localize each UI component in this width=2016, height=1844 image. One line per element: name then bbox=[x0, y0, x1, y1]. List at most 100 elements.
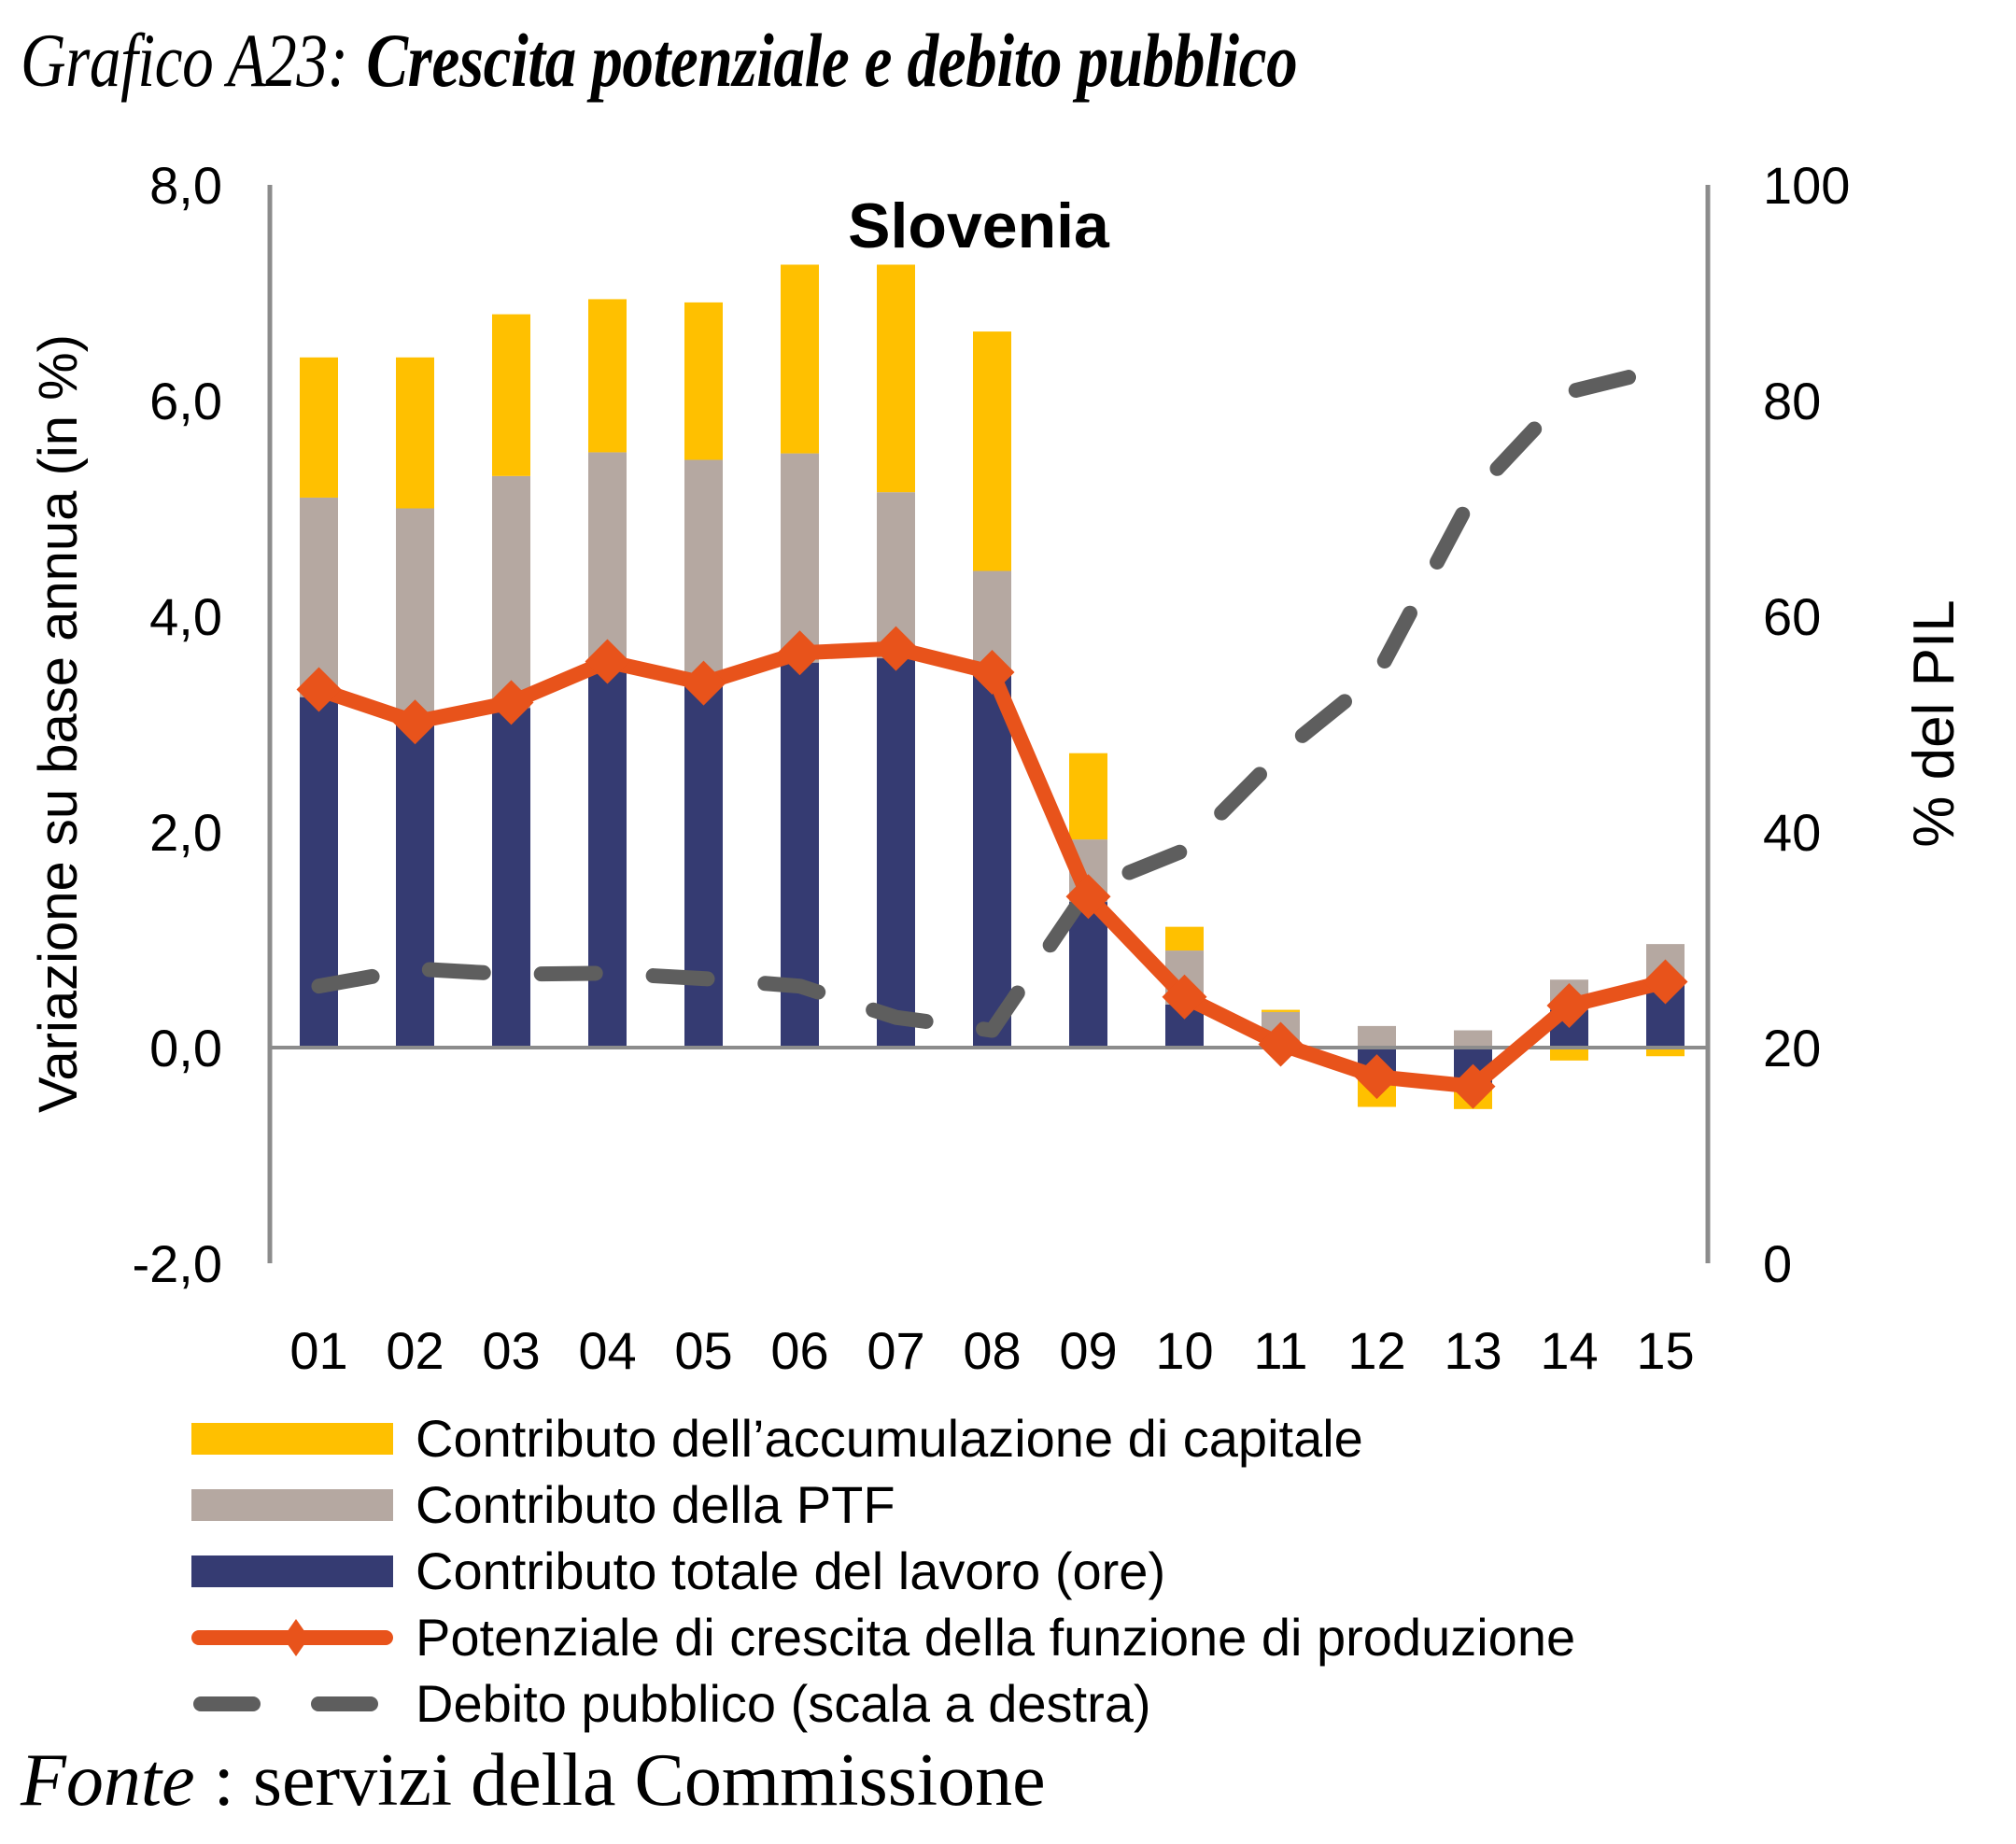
source-lead: Fonte bbox=[21, 1739, 195, 1822]
potential-growth-marker bbox=[777, 630, 823, 676]
bar-segment-tfp bbox=[492, 475, 530, 709]
legend-item: Debito pubblico (scala a destra) bbox=[191, 1670, 1575, 1737]
bar-segment-labour bbox=[396, 724, 434, 1048]
bar-segment-tfp bbox=[588, 452, 627, 670]
legend-label: Potenziale di crescita della funzione di… bbox=[416, 1607, 1576, 1667]
legend-label: Contributo dell’accumulazione di capital… bbox=[416, 1408, 1363, 1468]
potential-growth-marker bbox=[969, 650, 1015, 696]
legend-swatch-tfp bbox=[191, 1488, 393, 1521]
bar-segment-capital bbox=[1550, 1048, 1588, 1061]
bar-segment-tfp bbox=[396, 508, 434, 725]
bar-segment-capital bbox=[396, 357, 434, 509]
x-tick-label: 11 bbox=[1253, 1321, 1307, 1380]
y-tick-label: 6,0 bbox=[149, 372, 222, 430]
x-tick-label: 03 bbox=[482, 1321, 540, 1380]
bar-segment-capital bbox=[781, 264, 819, 454]
potential-growth-marker bbox=[296, 667, 342, 712]
source-text: : servizi della Commissione bbox=[194, 1739, 1046, 1822]
y2-tick-label: 100 bbox=[1763, 156, 1850, 215]
bar-segment-labour bbox=[1069, 902, 1107, 1048]
left-tick-labels: 8,0 6,0 4,0 2,0 0,0 -2,0 bbox=[133, 156, 223, 1293]
x-tick-label: 09 bbox=[1059, 1321, 1117, 1380]
potential-growth-marker bbox=[1354, 1054, 1400, 1100]
x-tick-labels: 01 02 03 04 05 06 07 08 09 10 11 12 13 14 15 bbox=[289, 1321, 1694, 1380]
y2-tick-label: 80 bbox=[1763, 372, 1821, 430]
legend-item: Contributo totale del lavoro (ore) bbox=[191, 1538, 1575, 1604]
debt-line-layer bbox=[311, 360, 1673, 1038]
y-tick-label: 0,0 bbox=[149, 1019, 222, 1077]
bar-segment-capital bbox=[1069, 753, 1107, 840]
y2-axis-title: % del PIL bbox=[1902, 599, 1967, 847]
potential-growth-marker bbox=[1546, 982, 1592, 1028]
bar-segment-tfp bbox=[1454, 1030, 1492, 1048]
bar-segment-capital bbox=[300, 357, 338, 498]
y2-tick-label: 0 bbox=[1763, 1234, 1792, 1293]
y-tick-label: 2,0 bbox=[149, 803, 222, 862]
legend-item: Potenziale di crescita della funzione di… bbox=[191, 1604, 1575, 1670]
figure-title: Grafico A23: Crescita potenziale e debito… bbox=[21, 17, 1298, 105]
potential-growth-marker bbox=[488, 680, 534, 725]
potential-growth-marker bbox=[1162, 974, 1207, 1020]
debt-line bbox=[311, 360, 1673, 1038]
potential-growth-marker bbox=[1450, 1063, 1496, 1109]
potential-growth-marker bbox=[1642, 959, 1688, 1005]
x-tick-label: 04 bbox=[578, 1321, 636, 1380]
potential-growth-marker bbox=[392, 699, 438, 745]
bar-segment-labour bbox=[973, 675, 1011, 1048]
bar-segment-capital bbox=[973, 331, 1011, 571]
x-tick-label: 15 bbox=[1636, 1321, 1694, 1380]
potential-growth-marker bbox=[681, 660, 726, 706]
y2-tick-label: 60 bbox=[1763, 587, 1821, 646]
bar-segment-capital bbox=[1165, 926, 1204, 951]
bar-segment-labour bbox=[300, 697, 338, 1048]
bar-segment-tfp bbox=[684, 459, 723, 687]
x-tick-label: 14 bbox=[1540, 1321, 1598, 1380]
x-tick-label: 10 bbox=[1155, 1321, 1213, 1380]
bar-segment-tfp bbox=[300, 497, 338, 697]
legend-swatch-capital bbox=[191, 1422, 393, 1455]
x-tick-label: 06 bbox=[770, 1321, 828, 1380]
legend-item: Contributo dell’accumulazione di capital… bbox=[191, 1405, 1575, 1471]
legend-label: Debito pubblico (scala a destra) bbox=[416, 1673, 1151, 1733]
bar-segment-capital bbox=[588, 299, 627, 453]
right-tick-labels: 100 80 60 40 20 0 bbox=[1763, 156, 1850, 1293]
legend-label: Contributo totale del lavoro (ore) bbox=[416, 1541, 1166, 1600]
potential-line-layer bbox=[296, 626, 1688, 1109]
legend-swatch-potential bbox=[191, 1618, 393, 1656]
figure-number: Grafico A23: bbox=[21, 18, 348, 103]
potential-growth-marker bbox=[1258, 1021, 1304, 1067]
potential-growth-marker bbox=[585, 639, 630, 684]
bar-segment-labour bbox=[588, 669, 627, 1048]
bar-segment-capital bbox=[1646, 1048, 1685, 1057]
bar-segment-capital bbox=[877, 264, 915, 493]
bars-layer bbox=[300, 264, 1685, 1109]
y-axis-title: Variazione su base annua (in %) bbox=[28, 334, 89, 1113]
bar-segment-labour bbox=[684, 686, 723, 1048]
bar-segment-labour bbox=[492, 708, 530, 1048]
x-tick-label: 13 bbox=[1444, 1321, 1501, 1380]
y2-tick-label: 20 bbox=[1763, 1019, 1821, 1077]
bar-segment-tfp bbox=[781, 453, 819, 663]
y-tick-label: 8,0 bbox=[149, 156, 222, 215]
y2-tick-label: 40 bbox=[1763, 803, 1821, 862]
bar-segment-tfp bbox=[1358, 1025, 1396, 1048]
x-tick-label: 12 bbox=[1347, 1321, 1405, 1380]
legend-label: Contributo della PTF bbox=[416, 1474, 895, 1534]
x-tick-label: 08 bbox=[963, 1321, 1021, 1380]
bar-segment-capital bbox=[492, 314, 530, 476]
potential-growth-marker bbox=[873, 626, 919, 671]
x-tick-label: 02 bbox=[386, 1321, 444, 1380]
legend-swatch-labour bbox=[191, 1555, 393, 1587]
x-tick-label: 07 bbox=[867, 1321, 924, 1380]
x-tick-label: 05 bbox=[674, 1321, 732, 1380]
bar-segment-labour bbox=[877, 658, 915, 1048]
legend-item: Contributo della PTF bbox=[191, 1471, 1575, 1538]
source-note: Fonte : servizi della Commissione bbox=[21, 1738, 1046, 1823]
bar-segment-capital bbox=[684, 302, 723, 460]
x-tick-label: 01 bbox=[289, 1321, 347, 1380]
axes-layer bbox=[267, 185, 1711, 1263]
figure-title-text: Crescita potenziale e debito pubblico bbox=[366, 18, 1298, 103]
legend-swatch-debt bbox=[191, 1688, 393, 1720]
y-tick-label: -2,0 bbox=[133, 1234, 223, 1293]
